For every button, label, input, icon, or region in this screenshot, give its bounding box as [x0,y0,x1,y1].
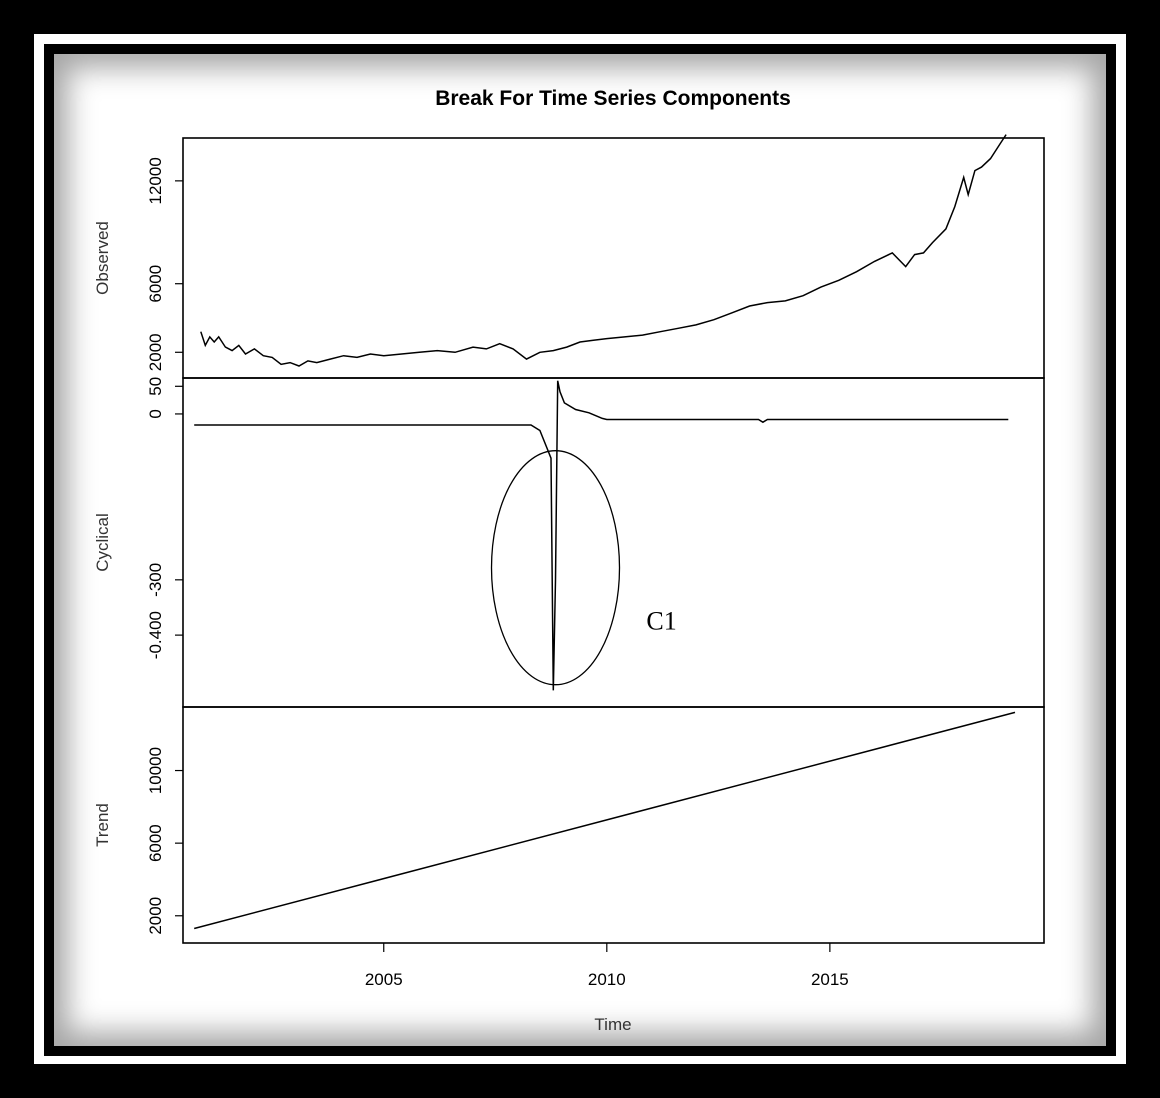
panels: 2000 6000 12000 Observed 50 0 -300 -0.400 Cyclic… [93,134,1045,944]
panel-observed: 2000 6000 12000 Observed [93,134,1045,379]
x-axis: 2005 2010 2015 [365,943,849,989]
y-axis-label-trend: Trend [93,803,112,847]
series-line-observed [200,134,1007,367]
series-line-cyclical [194,380,1009,691]
y-tick-label: -0.400 [146,611,165,659]
x-tick-label: 2015 [811,970,849,989]
plot-area [54,54,1106,1046]
y-tick-label: 2000 [146,333,165,371]
y-tick-label: 50 [146,377,165,396]
x-tick-label: 2010 [588,970,626,989]
y-axis-label-observed: Observed [93,221,112,295]
y-tick-label: -300 [146,563,165,597]
break-highlight-ellipse [490,450,621,686]
panel-cyclical: 50 0 -300 -0.400 Cyclical [93,377,1045,708]
y-tick-label: 10000 [146,747,165,794]
x-axis-label: Time [594,1015,631,1034]
panel-frame [182,706,1045,944]
panel-frame [182,137,1045,379]
y-tick-label: 6000 [146,824,165,862]
x-tick-label: 2005 [365,970,403,989]
series-line-trend [194,711,1016,930]
annotation-label: C1 [646,607,676,636]
panel-frame [182,377,1045,708]
annotations: C1 [490,450,677,686]
chart-title: Break For Time Series Components [435,87,791,110]
y-tick-label: 12000 [146,157,165,204]
y-tick-label: 6000 [146,265,165,303]
y-tick-label: 2000 [146,897,165,935]
y-axis-label-cyclical: Cyclical [93,513,112,572]
panel-trend: 2000 6000 10000 Trend [93,706,1045,944]
y-tick-label: 0 [146,409,165,418]
